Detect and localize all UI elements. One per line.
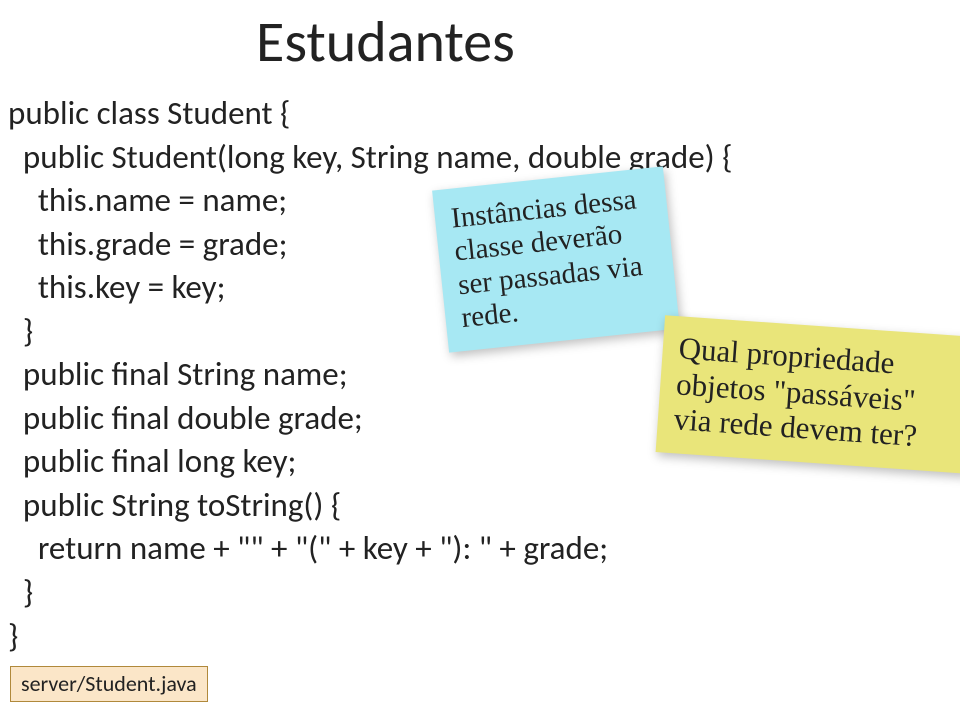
file-badge: server/Student.java <box>10 666 208 702</box>
page-title: Estudantes <box>256 6 515 77</box>
sticky-note-blue: Instâncias dessa classe deverão ser pass… <box>432 166 680 353</box>
sticky-note-yellow: Qual propriedade objetos "passáveis" via… <box>656 315 960 473</box>
